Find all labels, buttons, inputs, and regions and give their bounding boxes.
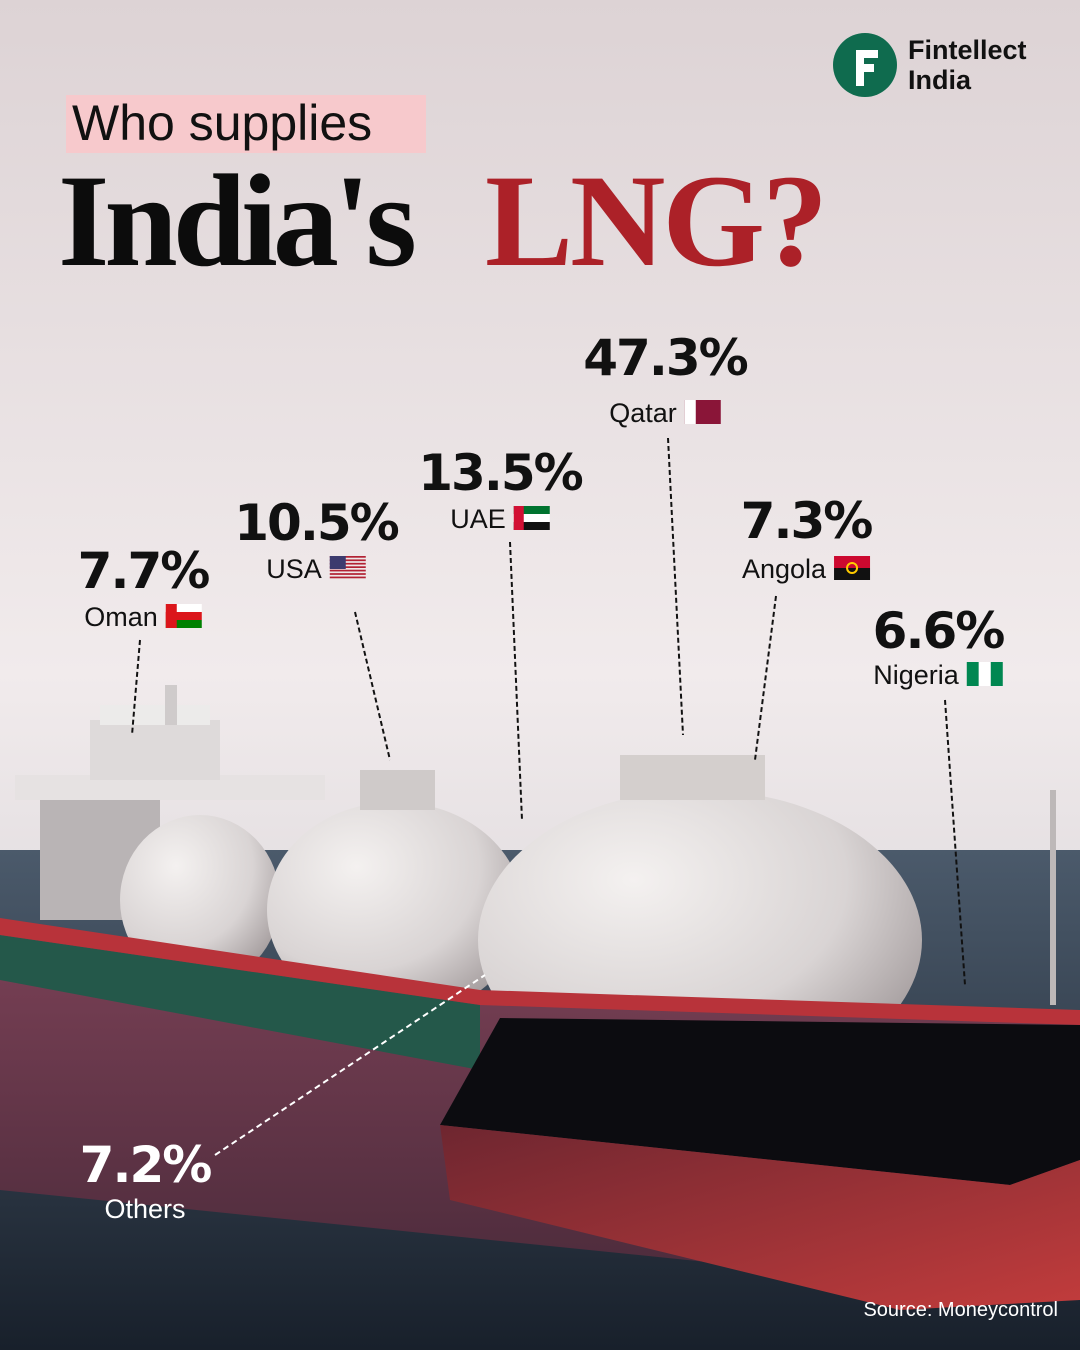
flag-part bbox=[990, 662, 1003, 686]
brand-line2: India bbox=[908, 65, 972, 95]
share-label: 10.5% bbox=[234, 494, 398, 552]
country-label: USA bbox=[266, 554, 322, 584]
flag-part bbox=[846, 562, 859, 574]
country-label: Others bbox=[104, 1194, 185, 1224]
flag-part bbox=[329, 556, 366, 558]
share-label: 7.2% bbox=[80, 1136, 212, 1194]
flag-part bbox=[513, 514, 550, 522]
flag bbox=[834, 556, 871, 580]
flag-part bbox=[978, 662, 991, 686]
leader-line bbox=[667, 437, 684, 736]
flag bbox=[513, 506, 550, 530]
country-label: UAE bbox=[450, 504, 506, 534]
share-label: 13.5% bbox=[418, 444, 582, 502]
flag-part bbox=[329, 556, 346, 569]
flag-part bbox=[684, 400, 696, 424]
title-part1: India's bbox=[58, 147, 415, 294]
flag-part bbox=[165, 612, 202, 620]
flag-part bbox=[329, 559, 366, 562]
title-part2: LNG? bbox=[485, 147, 825, 294]
kicker-highlight bbox=[66, 95, 426, 153]
leader-line bbox=[754, 595, 777, 761]
share-label: 7.3% bbox=[741, 492, 873, 550]
brand-line1: Fintellect bbox=[908, 35, 1027, 65]
country-label: Nigeria bbox=[873, 660, 960, 690]
flag bbox=[684, 400, 721, 424]
flag-part bbox=[329, 573, 366, 575]
flag-part bbox=[329, 562, 366, 565]
flag-part bbox=[165, 604, 202, 612]
leader-line bbox=[214, 974, 486, 1156]
supplier-labels: 47.3% Qatar 13.5%UAE 10.5%USA 7.7%Oman 7.3% An… bbox=[78, 329, 1007, 1224]
flag-part bbox=[329, 566, 366, 568]
flag-part bbox=[513, 506, 550, 514]
share-label: 7.7% bbox=[78, 542, 210, 600]
country-label: Oman bbox=[84, 602, 158, 632]
country-label: Qatar bbox=[609, 398, 677, 428]
flag-part bbox=[165, 620, 202, 628]
flag bbox=[165, 604, 202, 628]
flag bbox=[966, 662, 1003, 686]
source: Source: Moneycontrol bbox=[863, 1299, 1058, 1321]
country-label: Angola bbox=[742, 554, 827, 584]
flag-part bbox=[513, 506, 524, 530]
flag-part bbox=[329, 569, 366, 572]
logo-glyph bbox=[856, 50, 878, 86]
kicker: Who supplies bbox=[72, 95, 372, 151]
share-label: 47.3% bbox=[583, 329, 747, 387]
flag-part bbox=[966, 662, 979, 686]
flag-part bbox=[329, 576, 366, 579]
leader-line bbox=[354, 611, 391, 761]
share-label: 6.6% bbox=[873, 602, 1005, 660]
leader-line bbox=[509, 541, 523, 821]
flag-part bbox=[513, 522, 550, 530]
flag bbox=[329, 556, 366, 579]
ship bbox=[0, 685, 1080, 1310]
flag-part bbox=[165, 604, 177, 628]
